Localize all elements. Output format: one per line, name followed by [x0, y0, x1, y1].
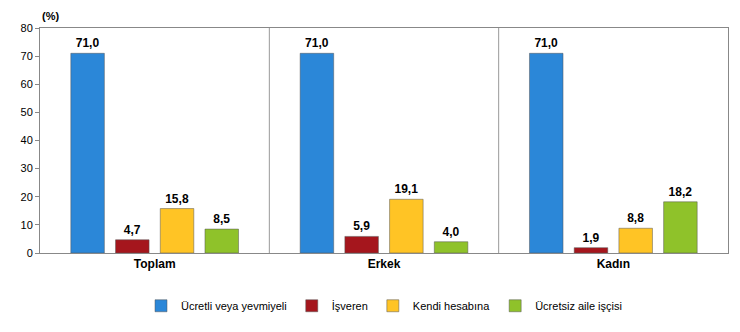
- svg-text:18,2: 18,2: [669, 185, 693, 199]
- svg-text:80: 80: [21, 22, 33, 34]
- svg-text:8,8: 8,8: [627, 211, 644, 225]
- svg-text:8,5: 8,5: [213, 212, 230, 226]
- svg-text:4,0: 4,0: [443, 225, 460, 239]
- svg-text:Kendi hesabına: Kendi hesabına: [413, 300, 490, 312]
- svg-text:5,9: 5,9: [353, 219, 370, 233]
- svg-text:15,8: 15,8: [165, 192, 189, 206]
- svg-text:10: 10: [21, 219, 33, 231]
- svg-text:0: 0: [27, 247, 33, 259]
- svg-text:30: 30: [21, 162, 33, 174]
- svg-text:1,9: 1,9: [582, 231, 599, 245]
- svg-text:Ücretli veya yevmiyeli: Ücretli veya yevmiyeli: [181, 300, 287, 312]
- svg-text:(%): (%): [42, 10, 59, 22]
- svg-text:4,7: 4,7: [124, 223, 141, 237]
- svg-text:50: 50: [21, 106, 33, 118]
- svg-text:20: 20: [21, 191, 33, 203]
- svg-text:71,0: 71,0: [76, 36, 100, 50]
- svg-text:60: 60: [21, 78, 33, 90]
- svg-text:71,0: 71,0: [534, 36, 558, 50]
- svg-text:19,1: 19,1: [395, 182, 419, 196]
- svg-text:Erkek: Erkek: [368, 257, 401, 271]
- svg-text:Toplam: Toplam: [134, 257, 176, 271]
- svg-text:40: 40: [21, 134, 33, 146]
- svg-text:Kadın: Kadın: [597, 257, 630, 271]
- svg-text:İşveren: İşveren: [332, 300, 368, 312]
- svg-text:71,0: 71,0: [305, 36, 329, 50]
- svg-text:Ücretsiz aile işçisi: Ücretsiz aile işçisi: [535, 300, 622, 312]
- svg-text:70: 70: [21, 50, 33, 62]
